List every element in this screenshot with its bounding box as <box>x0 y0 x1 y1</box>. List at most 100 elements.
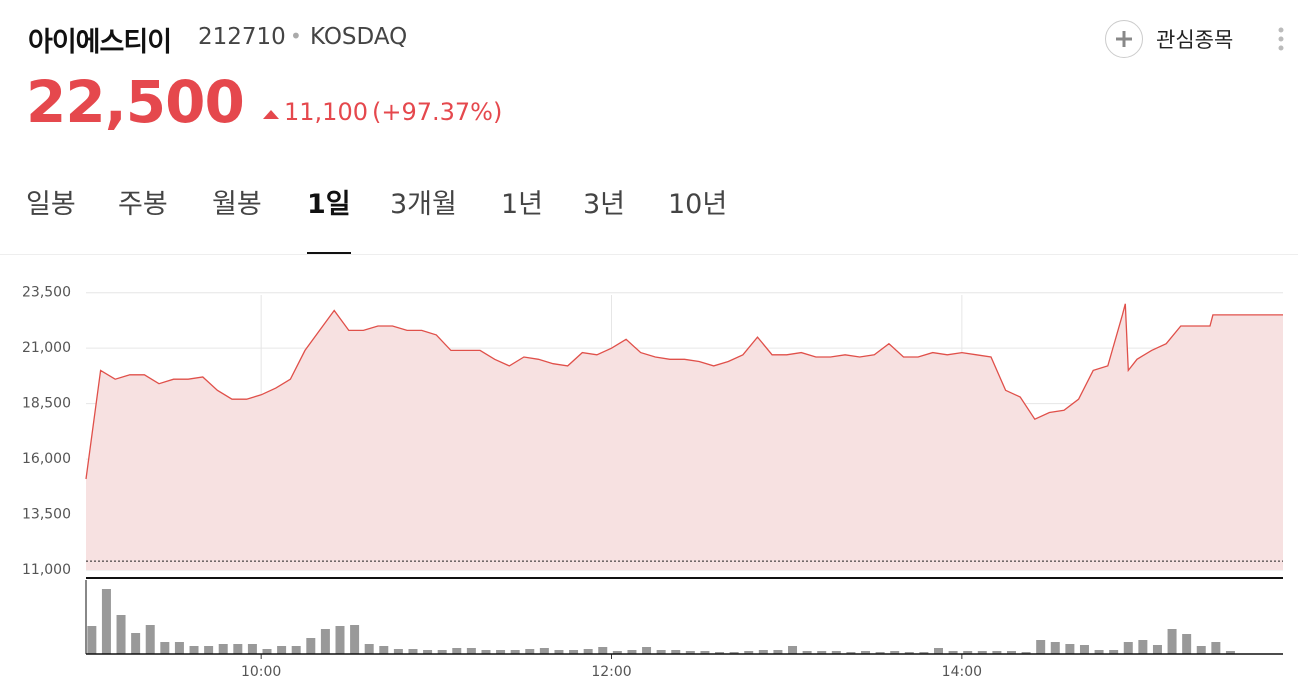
price-area <box>86 303 1283 570</box>
volume-bar <box>277 646 287 654</box>
volume-bar <box>583 649 593 654</box>
volume-bar <box>875 652 885 654</box>
tab[interactable]: 월봉 <box>212 189 262 220</box>
volume-bar <box>510 650 520 654</box>
period-tabs: 일봉 주봉 월봉 1일 3개월 1년 3년 10년 <box>0 180 1298 255</box>
volume-bar <box>189 646 199 654</box>
volume-bar <box>1225 651 1235 654</box>
volume-bar <box>131 633 141 654</box>
volume-bar <box>963 651 973 654</box>
volume-bar <box>1196 646 1206 654</box>
volume-bar <box>204 646 214 654</box>
volume-bar <box>320 629 330 654</box>
volume-bar <box>218 644 228 654</box>
volume-bar <box>890 651 900 654</box>
volume-bar <box>1167 629 1177 654</box>
volume-bar <box>539 648 549 654</box>
y-tick-label: 21,000 <box>22 340 71 356</box>
tab[interactable]: 10년 <box>668 189 728 220</box>
volume-bar <box>846 652 856 654</box>
volume-bar <box>1079 645 1089 654</box>
volume-bar <box>306 638 316 654</box>
volume-bar <box>233 644 243 654</box>
volume-bar <box>466 648 476 654</box>
volume-bar <box>744 651 754 654</box>
volume-bar <box>1123 642 1133 654</box>
volume-bar <box>802 651 812 654</box>
volume-bar <box>247 644 257 654</box>
volume-bar <box>437 650 447 654</box>
volume-bar <box>116 615 126 654</box>
stock-code: 212710 <box>198 24 286 50</box>
volume-bar <box>788 646 798 654</box>
tab[interactable]: 주봉 <box>118 189 168 220</box>
volume-bar <box>525 649 535 654</box>
add-button[interactable] <box>1105 20 1143 58</box>
volume-bar <box>627 650 637 654</box>
volume-bar <box>1021 652 1031 654</box>
x-tick-label: 12:00 <box>591 664 631 680</box>
volume-bar <box>350 625 360 654</box>
tab[interactable]: 3개월 <box>390 189 457 220</box>
more-menu[interactable] <box>1276 26 1286 54</box>
stock-name: 아이에스티이 <box>28 27 172 58</box>
volume-bar <box>569 650 579 654</box>
volume-bar <box>1065 644 1075 654</box>
volume-bar <box>977 651 987 654</box>
volume-bar <box>87 626 97 654</box>
volume-bar <box>160 642 170 654</box>
up-triangle <box>263 110 279 119</box>
volume-bar <box>773 650 783 654</box>
volume-bar <box>408 649 418 654</box>
volume-bar <box>700 651 710 654</box>
volume-bar <box>481 650 491 654</box>
tab[interactable]: 1년 <box>501 189 544 220</box>
volume-bar <box>262 649 272 654</box>
volume-bar <box>715 652 725 654</box>
volume-bar <box>729 652 739 654</box>
volume-bar <box>335 626 345 654</box>
x-tick-label: 10:00 <box>241 664 281 680</box>
volume-bar <box>1050 642 1060 654</box>
tab[interactable]: 1일 <box>307 182 351 254</box>
watchlist-button[interactable]: 관심종목 <box>1156 28 1234 52</box>
volume-bar <box>1006 651 1016 654</box>
volume-bar <box>1138 640 1148 654</box>
volume-bar <box>393 649 403 654</box>
y-tick-label: 16,000 <box>22 451 71 467</box>
volume-bar <box>291 646 301 654</box>
y-tick-label: 11,000 <box>22 562 71 578</box>
volume-bar <box>656 650 666 654</box>
price-line <box>85 303 1283 480</box>
volume-bar <box>904 652 914 654</box>
volume-bar <box>145 625 155 654</box>
volume-bar <box>1109 650 1119 654</box>
volume-bar <box>1182 634 1192 654</box>
volume-bar <box>948 651 958 654</box>
volume-bar <box>101 589 111 654</box>
volume-bar <box>817 651 827 654</box>
y-tick-label: 13,500 <box>22 507 71 523</box>
x-tick-label: 14:00 <box>942 664 982 680</box>
volume-bar <box>364 644 374 654</box>
volume-bar <box>1036 640 1046 654</box>
volume-bar <box>642 647 652 654</box>
volume-bar <box>496 650 506 654</box>
volume-bar <box>598 647 608 654</box>
volume-bar <box>861 651 871 654</box>
volume-bar <box>919 652 929 654</box>
volume-bar <box>685 651 695 654</box>
tab[interactable]: 일봉 <box>26 189 76 220</box>
volume-bar <box>379 646 389 654</box>
y-tick-label: 18,500 <box>22 396 71 412</box>
volume-bar <box>758 650 768 654</box>
volume-bar <box>831 651 841 654</box>
plus-icon <box>1116 31 1132 47</box>
volume-bar <box>671 650 681 654</box>
change-percent: (+97.37%) <box>372 98 503 126</box>
volume-bar <box>992 651 1002 654</box>
separator-dot: • <box>290 24 302 48</box>
tab[interactable]: 3년 <box>583 189 626 220</box>
